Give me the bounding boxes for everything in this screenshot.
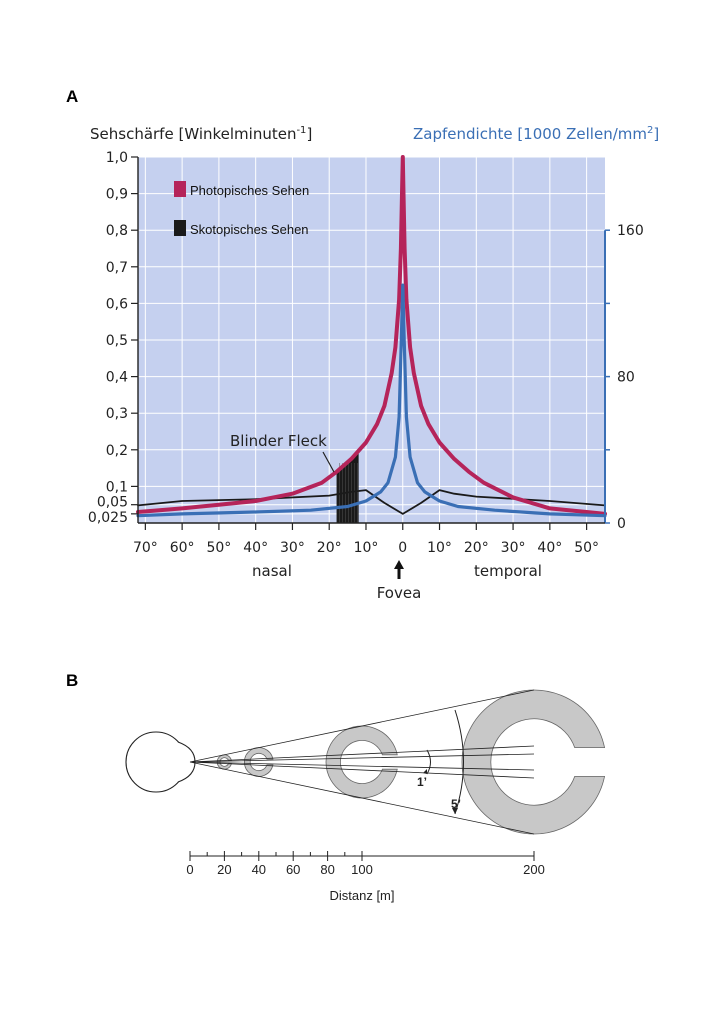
panel-a-chart: Sehschärfe [Winkelminuten-1] Zapfendicht… (88, 125, 659, 602)
x-tick-label: 60° (170, 540, 195, 556)
x-tick-label: 50° (206, 540, 231, 556)
x-tick-label: 30° (280, 540, 305, 556)
x-tick-label: 30° (501, 540, 526, 556)
landolt-rings (216, 689, 606, 835)
angle-label-5: 5’ (451, 797, 461, 811)
right-tick-label: 80 (617, 370, 635, 386)
left-tick-label: 0,8 (106, 223, 128, 239)
angle-arc-1-minute (426, 749, 431, 775)
landolt-ring (325, 725, 398, 799)
blind-spot-pointer (322, 451, 335, 473)
left-tick-label: 0,6 (106, 296, 128, 312)
x-tick-label: 10° (427, 540, 452, 556)
x-tick-label: 0 (398, 540, 407, 556)
left-tick-label: 1,0 (106, 150, 128, 166)
axes: 1,0 0,9 0,8 0,7 0,6 0,5 0,4 0,3 0,2 0,10,050,025 1… (88, 150, 644, 556)
x-tick-label: 40° (243, 540, 268, 556)
sight-lines (189, 689, 535, 835)
eye-icon (125, 731, 196, 793)
panel-a-letter: A (66, 87, 78, 106)
temporal-label: temporal (474, 562, 542, 580)
panel-b-diagram: 1’ 5’ 0 20 40 60 80 100 200 Distanz [m] (125, 689, 606, 903)
landolt-ring (461, 689, 606, 835)
left-tick-label: 0,4 (106, 370, 128, 386)
left-tick-label: 0,3 (106, 406, 128, 422)
left-axis-title: Sehschärfe [Winkelminuten-1] (90, 125, 312, 143)
x-tick-label: 20° (317, 540, 342, 556)
angle-label-1: 1’ (417, 775, 427, 789)
distance-axis-label: Distanz [m] (329, 888, 394, 903)
arc-arrow-icon (423, 769, 427, 774)
distance-scale: 0 20 40 60 80 100 200 (186, 851, 545, 877)
right-tick-label: 160 (617, 223, 644, 239)
x-tick-label: 10° (354, 540, 379, 556)
panel-b-letter: B (66, 671, 78, 690)
landolt-ring (216, 754, 232, 770)
left-tick-label: 0,05 (97, 495, 128, 511)
left-tick-label: 0,025 (88, 510, 128, 526)
legend-swatch-scotopic (174, 220, 186, 236)
nasal-label: nasal (252, 562, 292, 580)
angle-arc-5-minutes (454, 709, 464, 815)
right-axis-title: Zapfendichte [1000 Zellen/mm2] (413, 125, 659, 143)
legend-label-scotopic: Skotopisches Sehen (190, 222, 309, 237)
right-tick-label: 0 (617, 516, 626, 532)
fovea-label: Fovea (377, 584, 422, 602)
left-tick-label: 0,7 (106, 260, 128, 276)
legend-label-photopic: Photopisches Sehen (190, 183, 309, 198)
left-tick-label: 0,1 (106, 479, 128, 495)
x-tick-label: 40° (537, 540, 562, 556)
grid (138, 156, 605, 523)
left-tick-label: 0,2 (106, 443, 128, 459)
blind-spot-label: Blinder Fleck (230, 432, 327, 450)
x-tick-label: 50° (574, 540, 599, 556)
series-layer (136, 155, 607, 518)
x-tick-label: 70° (133, 540, 158, 556)
legend-swatch-photopic (174, 181, 186, 197)
scale-tick-label: 100 (351, 862, 373, 877)
scale-tick-label: 20 (217, 862, 231, 877)
photopic-line (136, 155, 607, 516)
scale-tick-label: 60 (286, 862, 300, 877)
left-tick-label: 0,9 (106, 187, 128, 203)
legend: Photopisches Sehen Skotopisches Sehen (174, 181, 309, 237)
arc-arrow-icon-2 (452, 808, 458, 814)
scale-tick-label: 40 (252, 862, 266, 877)
x-tick-label: 20° (464, 540, 489, 556)
left-tick-label: 0,5 (106, 333, 128, 349)
fovea-arrow-icon (394, 560, 404, 579)
landolt-ring (244, 747, 274, 777)
scale-tick-label: 0 (186, 862, 193, 877)
scale-tick-label: 80 (320, 862, 334, 877)
scale-tick-label: 200 (523, 862, 545, 877)
cone-density-line (136, 283, 607, 518)
